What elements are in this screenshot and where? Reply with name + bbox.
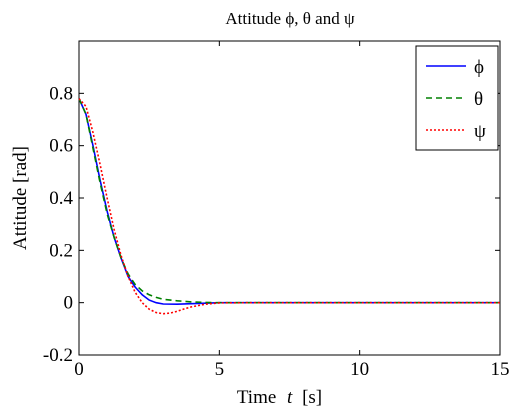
legend-label: ψ (474, 121, 486, 142)
x-tick-label: 0 (74, 359, 84, 380)
y-axis-label: Attitude [rad] (10, 146, 31, 250)
x-axis-label: Time t [s] (237, 387, 322, 408)
y-tick-label: 0.4 (49, 188, 73, 209)
y-tick-label: 0 (64, 293, 74, 314)
y-tick-label: 0.8 (49, 83, 73, 104)
x-tick-label: 15 (491, 359, 510, 380)
tick-layer: 0 5 10 15-0.200.20.40.60.8 (43, 41, 510, 380)
x-axis-label-unit: [s] (302, 387, 322, 408)
x-tick-label: 5 (215, 359, 225, 380)
y-tick-label: 0.6 (49, 136, 73, 157)
series-layer (78, 98, 500, 315)
legend-label: θ (474, 89, 483, 110)
legend: ϕθψ (415, 45, 499, 151)
y-tick-label: -0.2 (43, 345, 73, 366)
x-tick-label: 10 (350, 359, 369, 380)
x-axis-label-prefix: Time (237, 387, 276, 408)
series-line-3 (78, 98, 500, 315)
x-axis-label-var: t (287, 387, 293, 408)
legend-label: ϕ (474, 57, 484, 78)
y-tick-label: 0.2 (49, 240, 73, 261)
chart-title: Attitude ϕ, θ and ψ (225, 9, 355, 28)
